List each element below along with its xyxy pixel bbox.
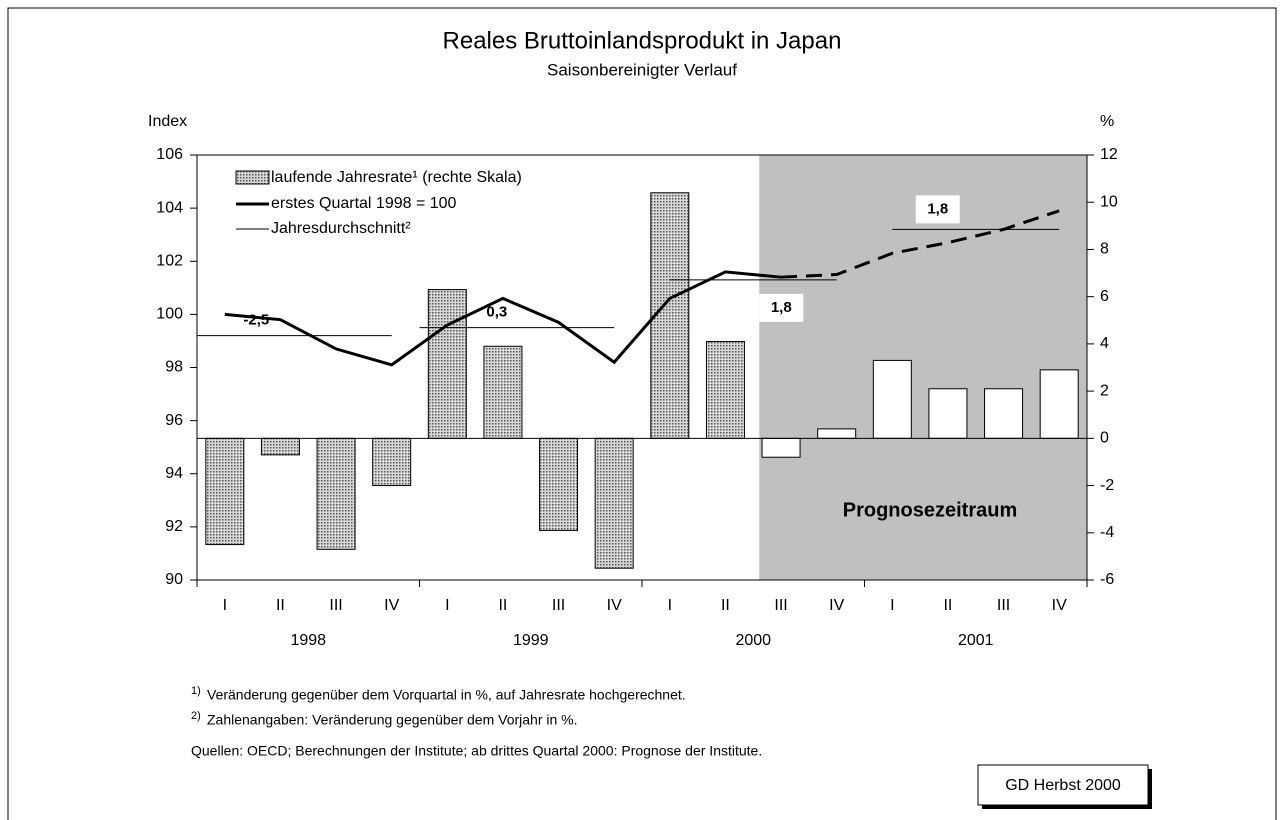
y2-tick-label: 8 (1100, 241, 1109, 258)
average-label: 1,8 (771, 299, 792, 316)
y2-tick-label: 4 (1100, 335, 1109, 352)
y2-tick-label: 0 (1100, 430, 1109, 447)
y2-tick-label: -6 (1100, 571, 1114, 588)
y-tick-label: 100 (156, 306, 183, 323)
forecast-label: Prognosezeitraum (843, 499, 1017, 521)
frame (7, 7, 1277, 820)
footnote: Veränderung gegenüber dem Vorquartal in … (207, 687, 686, 703)
x-tick-label: II (498, 597, 507, 614)
x-tick-label: III (552, 597, 565, 614)
bar (260, 437, 300, 456)
bar (427, 289, 467, 439)
footnote-marker: 2) (191, 710, 201, 722)
average-label: 1,8 (927, 200, 948, 217)
bar (928, 388, 968, 439)
y-tick-label: 94 (165, 465, 183, 482)
bar (539, 437, 579, 531)
y-tick-label: 104 (156, 199, 183, 216)
x-tick-label: IV (829, 597, 844, 614)
x-tick-label: II (943, 597, 952, 614)
bar (316, 437, 356, 550)
chart-subtitle: Saisonbereinigter Verlauf (547, 60, 737, 79)
bar (984, 388, 1024, 439)
forecast-region (759, 155, 1087, 580)
line (224, 270, 782, 367)
average-label-box (759, 293, 804, 322)
footnote-marker: 1) (191, 685, 201, 697)
y2-tick-label: -4 (1100, 524, 1114, 541)
bar (372, 437, 412, 487)
y2-tick-label: 6 (1100, 288, 1109, 305)
y-tick-label: 98 (165, 359, 183, 376)
x-tick-label: II (721, 597, 730, 614)
x-tick-label: I (890, 597, 894, 614)
source: Quellen: OECD; Berechnungen der Institut… (191, 743, 762, 759)
legend-label: Jahresdurchschnitt² (271, 220, 411, 237)
y-tick-label: 106 (156, 146, 183, 163)
x-tick-label: I (668, 597, 672, 614)
y2-tick-label: 2 (1100, 382, 1109, 399)
y2-tick-label: -2 (1100, 477, 1114, 494)
year-label: 1999 (513, 632, 549, 649)
badge: GD Herbst 2000 (1005, 777, 1121, 794)
y-tick-label: 90 (165, 571, 183, 588)
y-tick-label: 102 (156, 252, 183, 269)
x-tick-label: III (997, 597, 1010, 614)
bar (205, 437, 245, 546)
x-tick-label: III (329, 597, 342, 614)
legend-label: laufende Jahresrate¹ (rechte Skala) (271, 169, 522, 186)
x-tick-label: II (276, 597, 285, 614)
x-tick-label: IV (1052, 597, 1067, 614)
year-label: 2000 (735, 632, 771, 649)
badge-box (977, 764, 1149, 806)
average-label-box (915, 195, 960, 224)
bar (650, 192, 690, 439)
bar (1039, 369, 1079, 439)
year-label: 1998 (290, 632, 326, 649)
footnote: Zahlenangaben: Veränderung gegenüber dem… (207, 712, 578, 728)
x-tick-label: IV (607, 597, 622, 614)
y-tick-label: 96 (165, 412, 183, 429)
y2-tick-label: 10 (1100, 193, 1118, 210)
legend-label: erstes Quartal 1998 = 100 (271, 195, 457, 212)
legend-swatch (235, 170, 270, 185)
y2-tick-label: 12 (1100, 146, 1118, 163)
x-tick-label: I (223, 597, 227, 614)
bar (761, 437, 801, 458)
bar (817, 428, 857, 439)
x-tick-label: III (774, 597, 787, 614)
y-axis-label: Index (148, 113, 187, 130)
bar (872, 359, 912, 439)
y-tick-label: 92 (165, 518, 183, 535)
x-tick-label: IV (384, 597, 399, 614)
average-label: -2,5 (243, 312, 269, 329)
x-tick-label: I (445, 597, 449, 614)
chart-title: Reales Bruttoinlandsprodukt in Japan (443, 27, 842, 54)
line (780, 209, 1060, 279)
y2-axis-label: % (1100, 113, 1114, 130)
year-label: 2001 (958, 632, 994, 649)
bar (705, 341, 745, 439)
bar (483, 345, 523, 439)
average-label: 0,3 (486, 304, 507, 321)
bar (594, 437, 634, 569)
